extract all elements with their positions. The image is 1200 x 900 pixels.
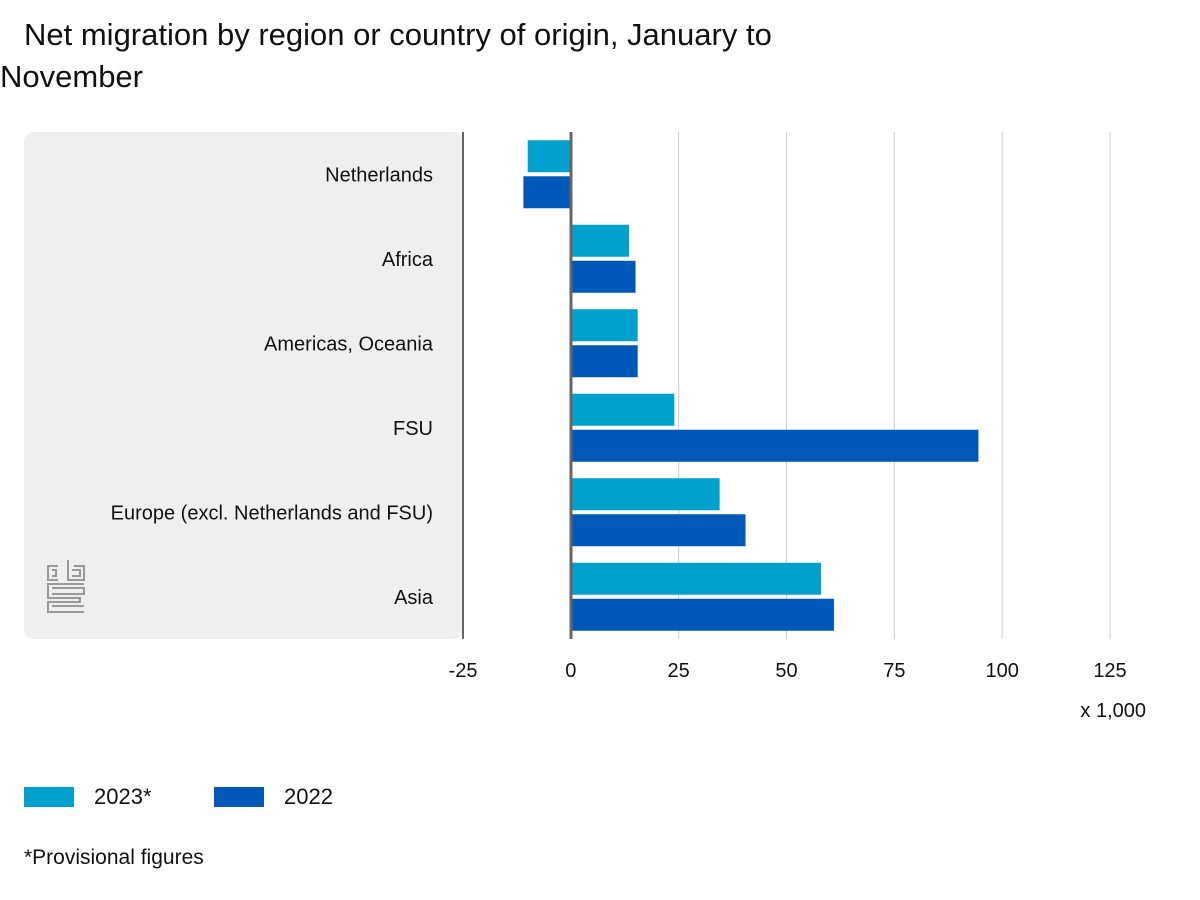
bar-2022	[523, 176, 571, 209]
bar-2023	[570, 393, 675, 426]
legend-item-2023: 2023*	[24, 784, 152, 810]
bar-2022	[570, 598, 834, 631]
category-label: Europe (excl. Netherlands and FSU)	[111, 502, 433, 524]
bar-2022	[570, 514, 746, 547]
legend-label-2022: 2022	[284, 784, 333, 809]
x-tick-label: 125	[1093, 660, 1126, 682]
cbs-logo-icon	[47, 560, 85, 613]
x-tick-label: 100	[985, 660, 1018, 682]
category-panel-background	[24, 132, 463, 639]
x-axis-unit-label: x 1,000	[1080, 700, 1146, 722]
category-label: Asia	[394, 587, 434, 609]
x-tick-label: 50	[775, 660, 797, 682]
category-label: Americas, Oceania	[264, 333, 434, 355]
bar-2023	[570, 224, 630, 257]
bar-2023	[570, 478, 720, 511]
category-label: Netherlands	[325, 164, 433, 186]
bar-2022	[570, 429, 979, 462]
bar-2023	[570, 309, 638, 342]
chart-title: Net migration by region or country of or…	[0, 17, 772, 94]
category-label: FSU	[393, 418, 433, 440]
x-tick-label: -25	[449, 660, 478, 682]
gridlines	[678, 132, 1111, 639]
bar-2023	[527, 140, 571, 173]
bar-2023	[570, 562, 822, 595]
x-tick-label: 75	[883, 660, 905, 682]
bars	[523, 140, 979, 631]
category-labels: Netherlands Africa Americas, Oceania FSU Eur…	[111, 164, 434, 609]
footnote: *Provisional figures	[24, 846, 204, 869]
legend-label-2023: 2023*	[94, 784, 152, 809]
legend-swatch-2023	[24, 787, 74, 807]
x-tick-label: 0	[565, 660, 576, 682]
x-tick-labels: -25 0 25 50 75 100 125	[449, 660, 1127, 682]
legend-swatch-2022	[214, 787, 264, 807]
bar-2022	[570, 345, 638, 378]
bar-2022	[570, 260, 636, 293]
x-tick-label: 25	[668, 660, 690, 682]
category-label: Africa	[382, 249, 434, 271]
legend-item-2022: 2022	[214, 784, 333, 810]
